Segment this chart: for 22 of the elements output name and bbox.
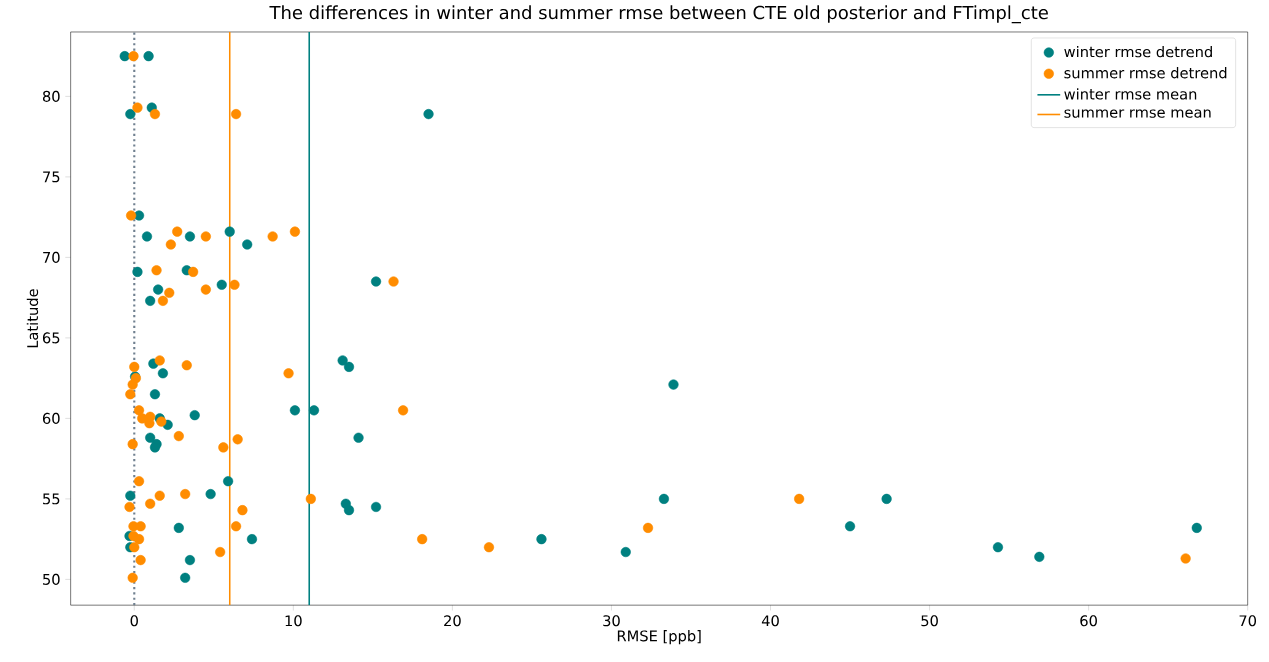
x-tick-label: 60	[1080, 614, 1097, 627]
y-tick-label: 50	[43, 573, 60, 585]
x-tick-label: 0	[130, 614, 138, 627]
x-tick-label: 70	[1239, 614, 1257, 627]
x-tick-label: 40	[761, 614, 779, 627]
legend-label: summer rmse detrend	[1064, 66, 1227, 79]
y-tick-label: 60	[42, 412, 60, 424]
legend-label: summer rmse mean	[1064, 109, 1211, 118]
y-axis-title: Latitude	[26, 288, 39, 348]
y-tick-label: 65	[42, 332, 60, 344]
y-tick-label: 80	[42, 90, 60, 102]
x-tick-label: 50	[921, 614, 938, 627]
legend-label: winter rmse detrend	[1064, 45, 1212, 58]
y-tick-label: 70	[43, 251, 60, 263]
x-axis-title: RMSE [ppb]	[617, 629, 701, 645]
x-tick-label: 30	[603, 614, 620, 627]
y-tick-label: 75	[43, 171, 60, 183]
chart-title: The differences in winter and summer rmse between CTE old posterior and FTimpl_cte	[269, 5, 1048, 24]
y-tick-label: 55	[43, 493, 60, 505]
x-tick-label: 20	[444, 614, 461, 627]
x-tick-label: 10	[285, 614, 302, 627]
legend-label: winter rmse mean	[1064, 88, 1197, 100]
